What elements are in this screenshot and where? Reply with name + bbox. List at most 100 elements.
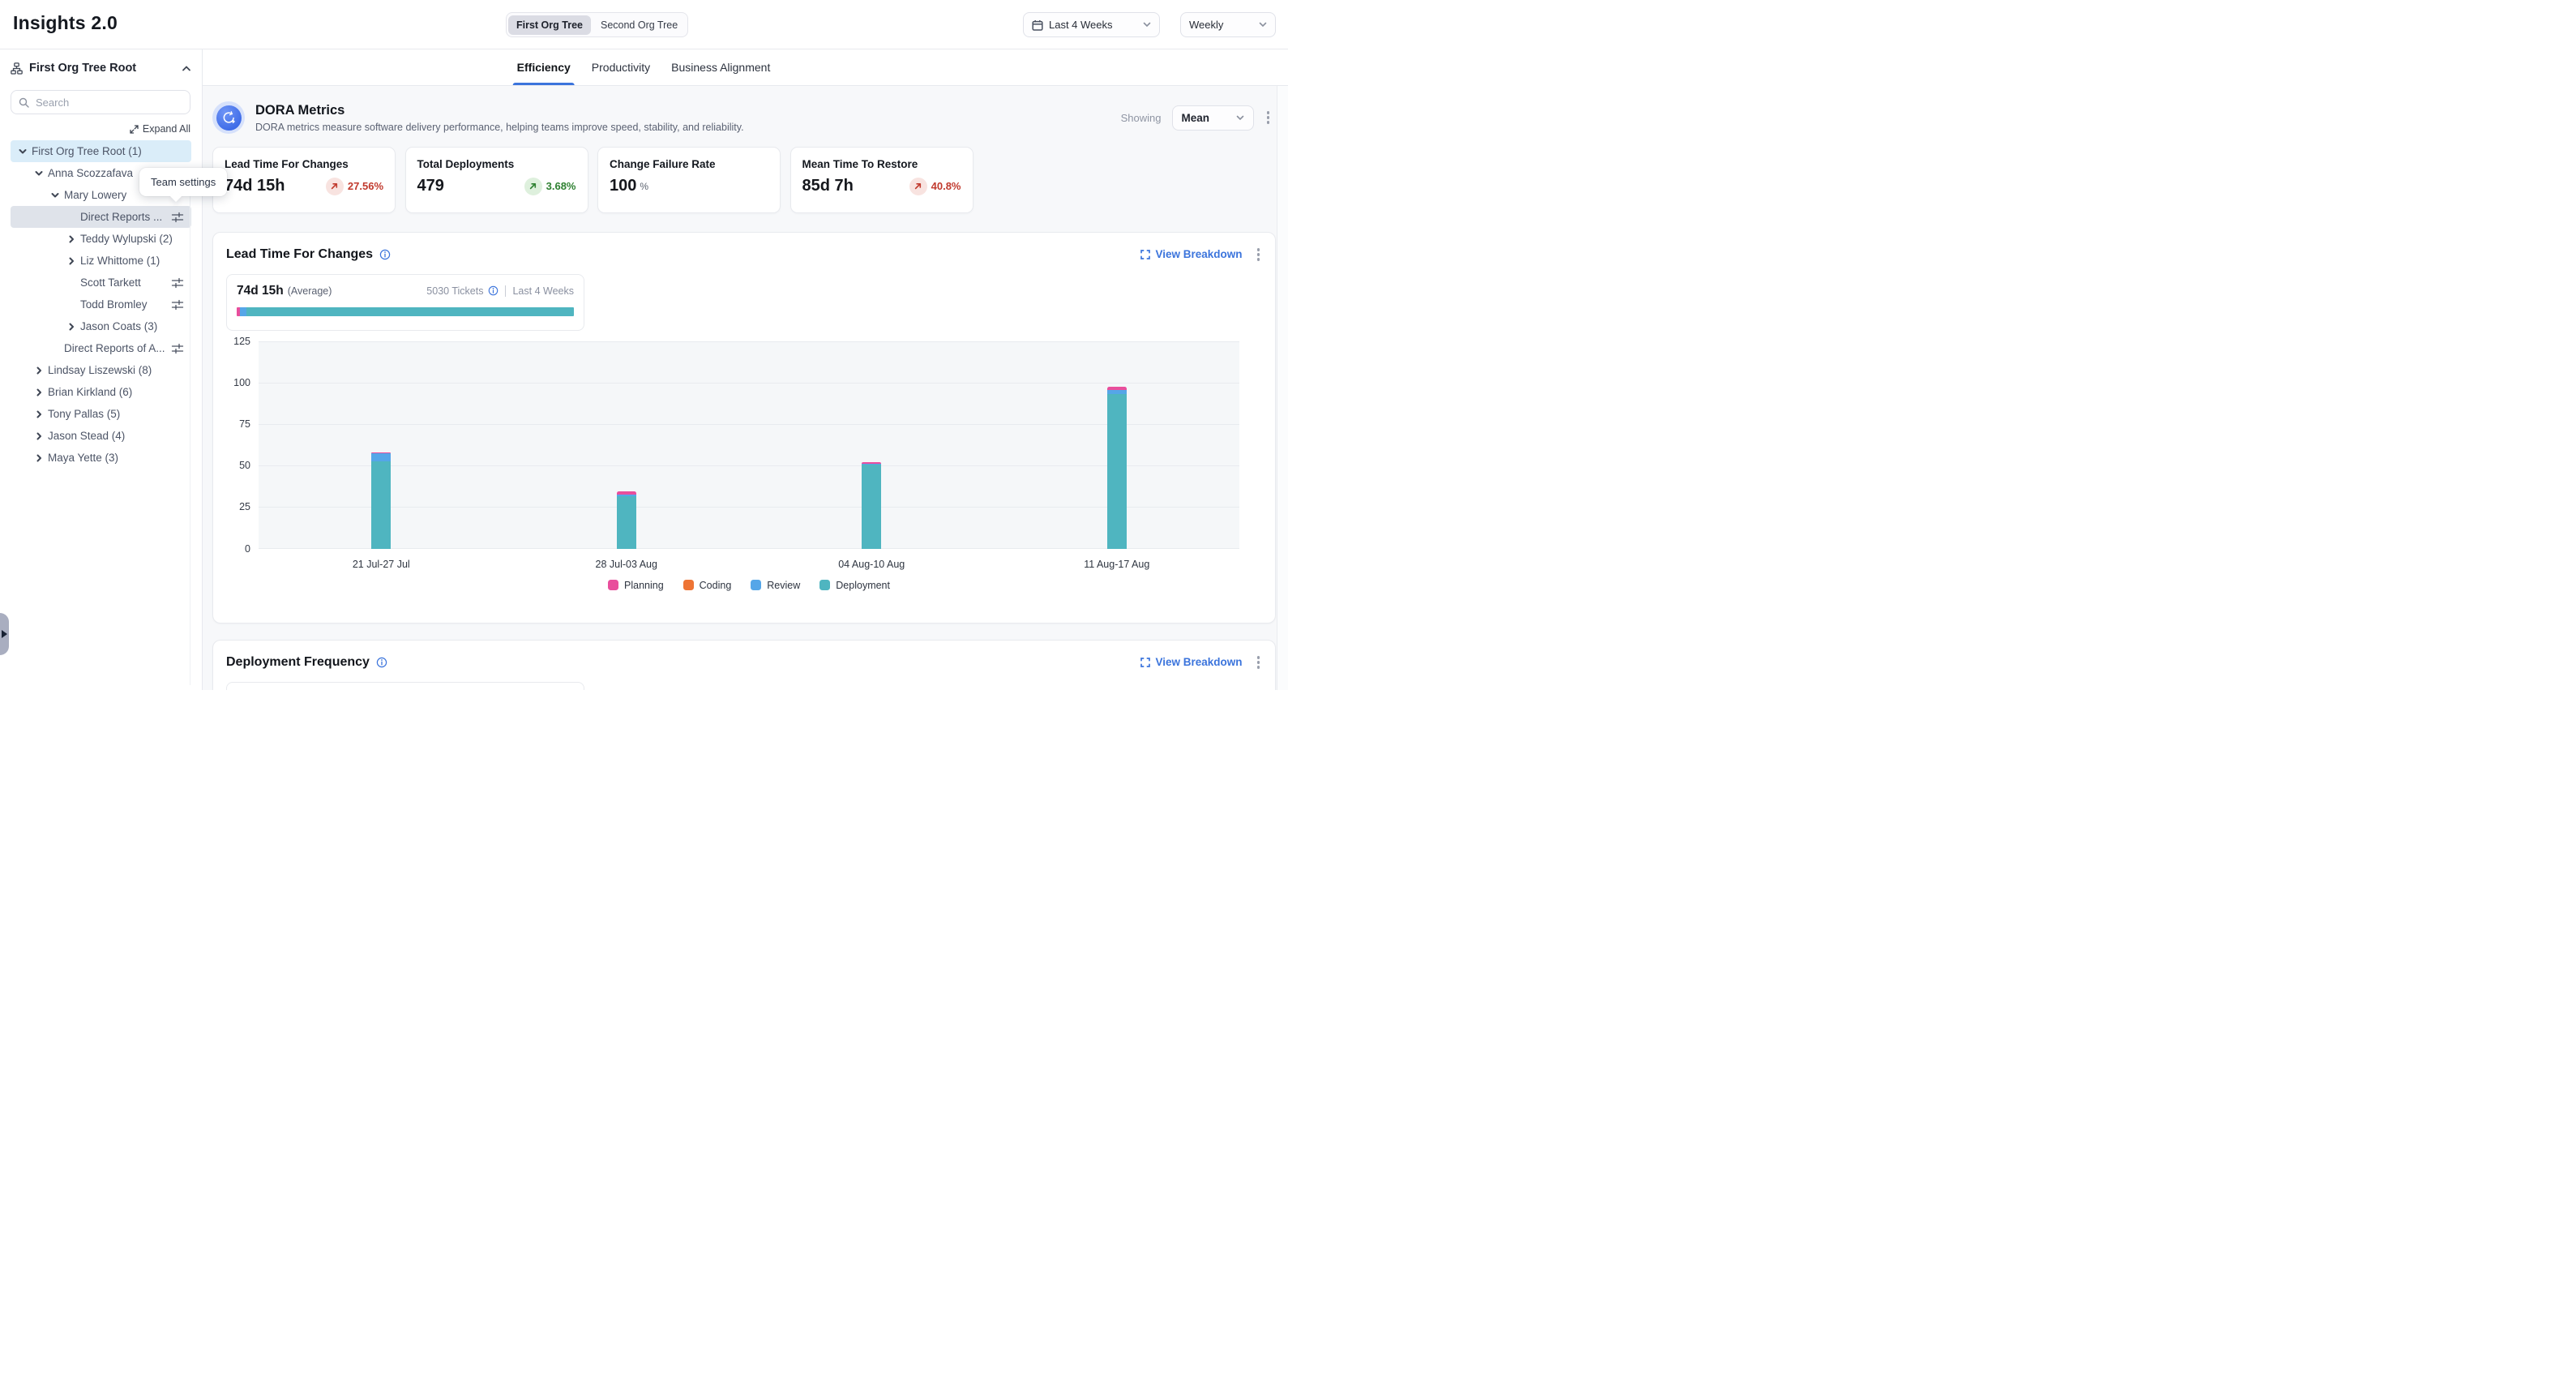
stacked-bar-2[interactable] <box>862 462 882 549</box>
showing-label: Showing <box>1120 111 1162 124</box>
vertical-scrollbar[interactable] <box>1277 86 1288 690</box>
dora-kebab-menu-icon[interactable] <box>1264 109 1273 126</box>
view-breakdown-button[interactable]: View Breakdown <box>1140 656 1243 669</box>
trend-up-arrow-icon <box>524 177 542 195</box>
metric-card-0[interactable]: Lead Time For Changes 74d 15h 27.56% <box>212 147 396 213</box>
sidebar-search[interactable] <box>11 90 190 114</box>
team-settings-sliders-icon[interactable] <box>171 277 184 289</box>
sidebar-expand-edge-button[interactable] <box>0 613 9 655</box>
granularity-select[interactable]: Weekly <box>1180 12 1276 37</box>
chevron-right-icon[interactable] <box>34 453 48 463</box>
tree-item-label: Mary Lowery <box>64 189 127 201</box>
toggle-first-org-tree[interactable]: First Org Tree <box>508 15 591 35</box>
tree-item-label: Brian Kirkland (6) <box>48 386 133 398</box>
lead-time-kebab-menu-icon[interactable] <box>1255 246 1263 264</box>
tree-item-13[interactable]: Jason Stead (4) <box>11 425 191 447</box>
chevron-right-icon[interactable] <box>34 409 48 419</box>
info-icon[interactable] <box>379 249 391 260</box>
stacked-bar-3[interactable] <box>1106 386 1127 549</box>
metric-card-2[interactable]: Change Failure Rate 100% <box>597 147 781 213</box>
chevron-right-icon[interactable] <box>34 366 48 375</box>
lead-time-panel: Lead Time For Changes View Breakdown <box>212 232 1276 624</box>
tree-item-8[interactable]: Jason Coats (3) <box>11 315 191 337</box>
gridline <box>259 547 1239 549</box>
metric-value: 85d 7h <box>802 177 854 195</box>
chart-plot-area <box>259 341 1239 549</box>
view-breakdown-button[interactable]: View Breakdown <box>1140 248 1243 260</box>
metric-card-title: Lead Time For Changes <box>225 158 349 170</box>
tree-item-2[interactable]: Mary Lowery <box>11 184 191 206</box>
tab-business-alignment[interactable]: Business Alignment <box>671 61 771 74</box>
tab-efficiency[interactable]: Efficiency <box>512 49 575 85</box>
metric-value-row: 479 3.68% <box>417 177 576 195</box>
chevron-right-icon[interactable] <box>66 256 80 266</box>
org-tree: First Org Tree Root (1) Anna Scozzafava Ma… <box>0 140 202 469</box>
search-icon <box>19 97 29 108</box>
main-area: Efficiency Productivity Business Alignme… <box>203 49 1288 690</box>
metric-card-title: Total Deployments <box>417 158 515 170</box>
tree-item-label: Direct Reports of A... <box>64 342 165 354</box>
chevron-right-icon[interactable] <box>66 234 80 244</box>
tree-item-12[interactable]: Tony Pallas (5) <box>11 403 191 425</box>
x-axis-tick-label: 11 Aug-17 Aug <box>1084 558 1150 570</box>
dora-subtitle: DORA metrics measure software delivery p… <box>255 121 744 133</box>
view-breakdown-label: View Breakdown <box>1155 656 1243 669</box>
chevron-down-icon[interactable] <box>50 191 64 200</box>
bar-segment-review <box>1106 389 1127 395</box>
tree-item-7[interactable]: Todd Bromley <box>11 294 191 315</box>
legend-swatch <box>819 580 831 590</box>
lead-time-title: Lead Time For Changes <box>226 246 374 261</box>
team-settings-sliders-icon[interactable] <box>171 343 184 354</box>
metric-card-3[interactable]: Mean Time To Restore 85d 7h 40.8% <box>789 147 973 213</box>
team-settings-sliders-icon[interactable] <box>171 299 184 311</box>
chevron-right-icon[interactable] <box>34 388 48 397</box>
org-tree-sidebar: First Org Tree Root Expand All First Org… <box>0 49 203 690</box>
deployment-kebab-menu-icon[interactable] <box>1255 654 1263 671</box>
tree-item-5[interactable]: Liz Whittome (1) <box>11 250 191 272</box>
tree-item-label: First Org Tree Root (1) <box>32 145 142 157</box>
tree-item-4[interactable]: Teddy Wylupski (2) <box>11 228 191 250</box>
collapse-sidebar-chevron-up-icon[interactable] <box>182 65 191 72</box>
toggle-second-org-tree[interactable]: Second Org Tree <box>600 19 678 31</box>
dashboard-content: DORA Metrics DORA metrics measure softwa… <box>203 86 1288 690</box>
metric-value-row: 100% <box>610 177 768 195</box>
stacked-bar-0[interactable] <box>371 452 392 549</box>
legend-item-deployment: Deployment <box>819 580 890 591</box>
info-icon[interactable] <box>488 285 499 296</box>
search-input[interactable] <box>34 95 182 109</box>
expand-breakdown-icon <box>1140 249 1151 259</box>
summary-segment-review <box>240 306 247 316</box>
chevron-down-icon[interactable] <box>34 169 48 178</box>
tree-item-10[interactable]: Lindsay Liszewski (8) <box>11 359 191 381</box>
stacked-bar-1[interactable] <box>616 491 636 549</box>
chevron-right-icon[interactable] <box>34 431 48 441</box>
tree-item-11[interactable]: Brian Kirkland (6) <box>11 381 191 403</box>
team-settings-sliders-icon[interactable] <box>171 212 184 223</box>
aggregation-value: Mean <box>1181 111 1210 124</box>
divider <box>505 285 507 297</box>
date-range-select[interactable]: Last 4 Weeks <box>1023 12 1160 37</box>
tree-item-6[interactable]: Scott Tarkett <box>11 272 191 294</box>
tab-productivity[interactable]: Productivity <box>591 61 651 74</box>
tree-item-14[interactable]: Maya Yette (3) <box>11 447 191 469</box>
expand-all-button[interactable]: Expand All <box>11 123 190 135</box>
gridline <box>259 507 1239 508</box>
tree-item-9[interactable]: Direct Reports of A... <box>11 337 191 359</box>
chevron-right-icon[interactable] <box>66 322 80 332</box>
chevron-down-icon <box>1236 115 1244 121</box>
tree-item-3[interactable]: Direct Reports ... <box>11 206 191 228</box>
tree-item-label: Jason Coats (3) <box>80 320 158 332</box>
aggregation-select[interactable]: Mean <box>1171 105 1254 131</box>
tree-item-0[interactable]: First Org Tree Root (1) <box>11 140 191 162</box>
y-axis-tick-label: 0 <box>245 542 250 555</box>
info-icon[interactable] <box>376 657 387 668</box>
bar-segment-planning <box>1106 386 1127 390</box>
tree-item-1[interactable]: Anna Scozzafava <box>11 162 191 184</box>
average-label: (Average) <box>287 285 332 297</box>
chevron-down-icon[interactable] <box>18 147 32 156</box>
tree-item-label: Direct Reports ... <box>80 211 163 223</box>
dora-header-text: DORA Metrics DORA metrics measure softwa… <box>255 103 744 133</box>
metric-card-1[interactable]: Total Deployments 479 3.68% <box>404 147 588 213</box>
metric-value: 100 <box>610 177 637 195</box>
y-axis-tick-label: 125 <box>233 335 250 347</box>
